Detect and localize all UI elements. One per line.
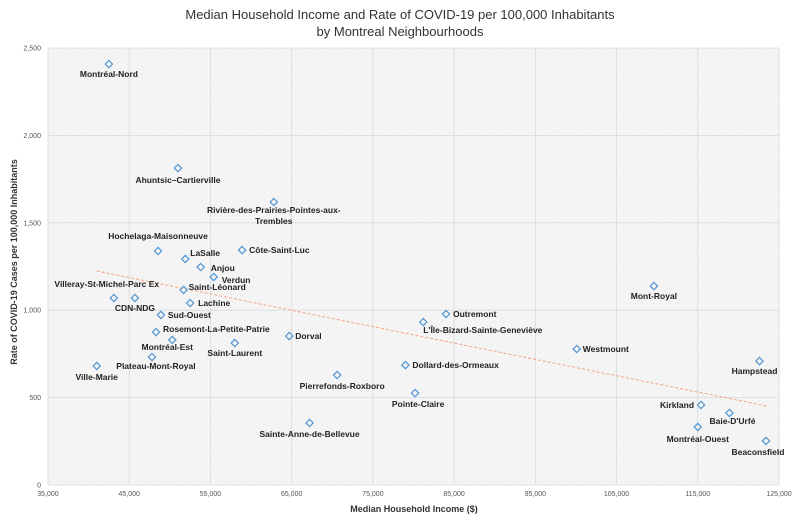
point-label: Ahuntsic–Cartierville	[135, 175, 220, 185]
point-label: Rivière-des-Prairies-Pointes-aux-Tremble…	[207, 205, 341, 226]
point-label: Montréal-Est	[142, 342, 194, 352]
point-label: Verdun	[222, 275, 251, 285]
y-tick-label: 500	[29, 395, 41, 402]
data-point	[180, 254, 190, 264]
data-point	[400, 360, 410, 370]
data-point	[92, 361, 102, 371]
data-point	[196, 262, 206, 272]
data-point	[649, 281, 659, 291]
y-tick-label: 0	[37, 483, 41, 490]
data-point	[153, 246, 163, 256]
data-point	[572, 344, 582, 354]
point-label: Saint-Laurent	[207, 348, 262, 358]
point-label: Outremont	[453, 309, 497, 319]
point-label: Villeray-St-Michel-Parc Ex	[54, 279, 159, 289]
point-label: Westmount	[583, 344, 629, 354]
data-point	[237, 245, 247, 255]
data-point	[724, 408, 734, 418]
x-axis-label: Median Household Income ($)	[350, 504, 478, 514]
data-point	[696, 400, 706, 410]
data-point	[167, 335, 177, 345]
data-point	[693, 422, 703, 432]
data-point	[305, 418, 315, 428]
x-tick-label: 115,000	[685, 491, 710, 498]
point-label: Sud-Ouest	[168, 310, 211, 320]
data-point	[109, 293, 119, 303]
x-tick-label: 105,000	[604, 491, 629, 498]
x-tick-label: 65,000	[281, 491, 303, 498]
point-label: LaSalle	[190, 248, 220, 258]
y-tick-label: 2,500	[23, 46, 41, 53]
point-label: Mont-Royal	[631, 291, 677, 301]
data-point	[173, 163, 183, 173]
point-label: Côte-Saint-Luc	[249, 245, 310, 255]
plot-area	[48, 48, 779, 485]
data-point	[209, 272, 219, 282]
point-label: Pierrefonds-Roxboro	[300, 381, 385, 391]
x-tick-label: 85,000	[443, 491, 465, 498]
point-label: Baie-D'Urfé	[709, 416, 755, 426]
data-point	[156, 310, 166, 320]
point-label: L'Île-Bizard-Sainte-Geneviève	[423, 324, 542, 335]
point-label: CDN-NDG	[115, 303, 156, 313]
x-tick-label: 125,000	[766, 491, 791, 498]
point-label: Rosemont-La-Petite-Patrie	[163, 324, 270, 334]
point-label: Lachine	[198, 298, 230, 308]
point-label: Montréal-Ouest	[667, 434, 730, 444]
x-tick-label: 35,000	[37, 491, 59, 498]
chart-subtitle: by Montreal Neighbourhoods	[317, 24, 484, 39]
x-tick-label: 45,000	[119, 491, 141, 498]
x-tick-label: 95,000	[525, 491, 547, 498]
y-tick-label: 2,000	[23, 133, 41, 140]
point-label: Pointe-Claire	[392, 399, 445, 409]
point-label: Montréal-Nord	[80, 69, 138, 79]
data-point	[104, 59, 114, 69]
point-label: Hochelaga-Maisonneuve	[108, 231, 208, 241]
data-point	[147, 352, 157, 362]
chart-title: Median Household Income and Rate of COVI…	[185, 7, 615, 22]
point-label: Sainte-Anne-de-Bellevue	[259, 429, 359, 439]
data-point	[418, 317, 428, 327]
point-label: Kirkland	[660, 400, 694, 410]
data-point	[761, 436, 771, 446]
point-label: Dorval	[295, 331, 321, 341]
point-label: Plateau-Mont-Royal	[116, 361, 195, 371]
point-label: Saint-Léonard	[189, 282, 246, 292]
point-label: Ville-Marie	[76, 372, 119, 382]
y-tick-label: 1,500	[23, 220, 41, 227]
point-label: Beaconsfield	[732, 447, 785, 457]
data-point	[130, 293, 140, 303]
data-point	[284, 331, 294, 341]
data-point	[185, 298, 195, 308]
point-label: Dollard-des-Ormeaux	[412, 360, 499, 370]
point-label: Anjou	[211, 263, 235, 273]
data-point	[269, 197, 279, 207]
y-tick-label: 1,000	[23, 308, 41, 315]
data-point	[754, 356, 765, 366]
x-tick-label: 55,000	[200, 491, 222, 498]
data-point	[151, 327, 161, 337]
x-tick-label: 75,000	[362, 491, 384, 498]
data-point	[410, 388, 420, 398]
trendline	[96, 270, 767, 407]
data-point	[179, 285, 189, 295]
data-point	[441, 309, 451, 319]
data-point	[332, 370, 342, 380]
point-label: Hampstead	[732, 366, 778, 376]
y-axis-label: Rate of COVID-19 Cases per 100,000 Inhab…	[9, 159, 19, 365]
data-point	[230, 338, 240, 348]
